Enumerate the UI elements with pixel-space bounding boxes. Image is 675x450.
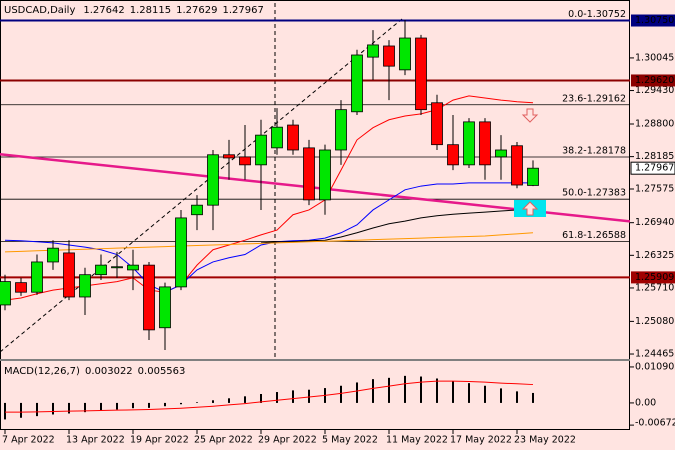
level-label: 1.25909 xyxy=(635,272,674,283)
candle-body xyxy=(207,154,219,206)
plot-frame xyxy=(0,0,630,430)
candle-body xyxy=(47,247,59,263)
candle-body xyxy=(127,264,139,271)
candle-body xyxy=(303,147,315,201)
candle-body xyxy=(159,286,171,329)
candle-body xyxy=(191,204,203,216)
y-tick-label: 1.27575 xyxy=(635,183,674,194)
candle-body xyxy=(447,144,459,166)
candle-body xyxy=(0,281,11,306)
indicator-line xyxy=(260,209,533,244)
macd-header: MACD(12,26,7) 0.003022 0.005563 xyxy=(4,366,185,377)
candle-body xyxy=(527,167,539,186)
fib-label: 23.6-1.29162 xyxy=(562,93,626,104)
header: USDCAD,Daily 1.27642 1.28115 1.27629 1.27967 xyxy=(4,5,264,16)
high-value: 1.28115 xyxy=(130,5,171,16)
candle-body xyxy=(511,145,523,186)
level-tag xyxy=(631,14,675,27)
y-tick-label: 1.26325 xyxy=(635,250,674,261)
y-tick-label: 1.26940 xyxy=(635,217,674,228)
candle-body xyxy=(175,217,187,288)
indicator-line xyxy=(4,232,534,253)
down-arrow xyxy=(521,108,539,123)
open-value: 1.27642 xyxy=(83,5,124,16)
x-tick-label: 7 Apr 2022 xyxy=(2,435,55,446)
y-tick-label: 1.25710 xyxy=(635,282,674,293)
candle-body xyxy=(415,37,427,111)
macd-value: 0.003022 xyxy=(85,366,133,377)
candle-body xyxy=(479,121,491,166)
y-tick-label: 1.29430 xyxy=(635,85,674,96)
candle-body xyxy=(367,44,379,58)
candle-body xyxy=(79,274,91,298)
fib-label: 38.2-1.28178 xyxy=(562,145,626,156)
candle-body xyxy=(143,264,155,331)
x-tick-label: 19 Apr 2022 xyxy=(130,435,189,446)
main-panel xyxy=(0,19,630,420)
y-tick-label: 1.25080 xyxy=(635,316,674,327)
candle-body xyxy=(463,121,475,166)
x-tick-label: 17 May 2022 xyxy=(450,435,512,446)
candle-body xyxy=(431,102,443,146)
candle-body xyxy=(239,156,251,166)
level-label: 1.29620 xyxy=(635,75,674,86)
y-tick-label: 1.24465 xyxy=(635,349,674,360)
y-tick-label: 1.30045 xyxy=(635,52,674,63)
level-tag xyxy=(631,74,675,87)
candle-body xyxy=(111,266,123,269)
x-tick-label: 29 Apr 2022 xyxy=(258,435,317,446)
level-label: 1.30750 xyxy=(635,15,674,26)
x-tick-label: 11 May 2022 xyxy=(386,435,448,446)
signal-line xyxy=(5,380,534,413)
candle-body xyxy=(335,109,347,151)
low-value: 1.27629 xyxy=(176,5,217,16)
candle-body xyxy=(95,264,107,276)
fib-label: 61.8-1.26588 xyxy=(562,230,626,241)
candle-body xyxy=(399,37,411,71)
candle-body xyxy=(255,134,267,166)
candle-body xyxy=(63,252,75,298)
candle-body xyxy=(495,149,507,158)
x-tick-label: 25 Apr 2022 xyxy=(194,435,253,446)
level-tag xyxy=(631,271,675,284)
indicator-line xyxy=(4,95,534,301)
symbol-title: USDCAD,Daily xyxy=(4,5,75,16)
y-tick-label: 0.00 xyxy=(635,397,656,408)
candle-body xyxy=(383,45,395,67)
candle-body xyxy=(31,261,43,293)
candle-body xyxy=(15,282,27,293)
candle-body xyxy=(351,54,363,113)
fib-label: 0.0-1.30752 xyxy=(568,9,626,20)
x-tick-label: 13 Apr 2022 xyxy=(66,435,125,446)
up-arrow xyxy=(521,201,539,216)
close-value: 1.27967 xyxy=(222,5,263,16)
y-tick-label: 1.28800 xyxy=(635,118,674,129)
y-tick-label: -0.006725 xyxy=(635,418,675,429)
y-tick-label: 0.010902 xyxy=(635,362,675,373)
x-tick-label: 5 May 2022 xyxy=(322,435,378,446)
price-tag xyxy=(630,161,675,175)
fib-label: 50.0-1.27383 xyxy=(562,188,626,199)
candle-body xyxy=(223,154,235,159)
candle-body xyxy=(271,126,283,149)
signal-value: 0.005563 xyxy=(138,366,186,377)
candle-body xyxy=(319,149,331,201)
y-tick-label: 1.28185 xyxy=(635,151,674,162)
x-tick-label: 23 May 2022 xyxy=(514,435,576,446)
macd-title: MACD(12,26,7) xyxy=(4,366,80,377)
candle-body xyxy=(287,124,299,151)
price-label: 1.27967 xyxy=(635,163,674,174)
